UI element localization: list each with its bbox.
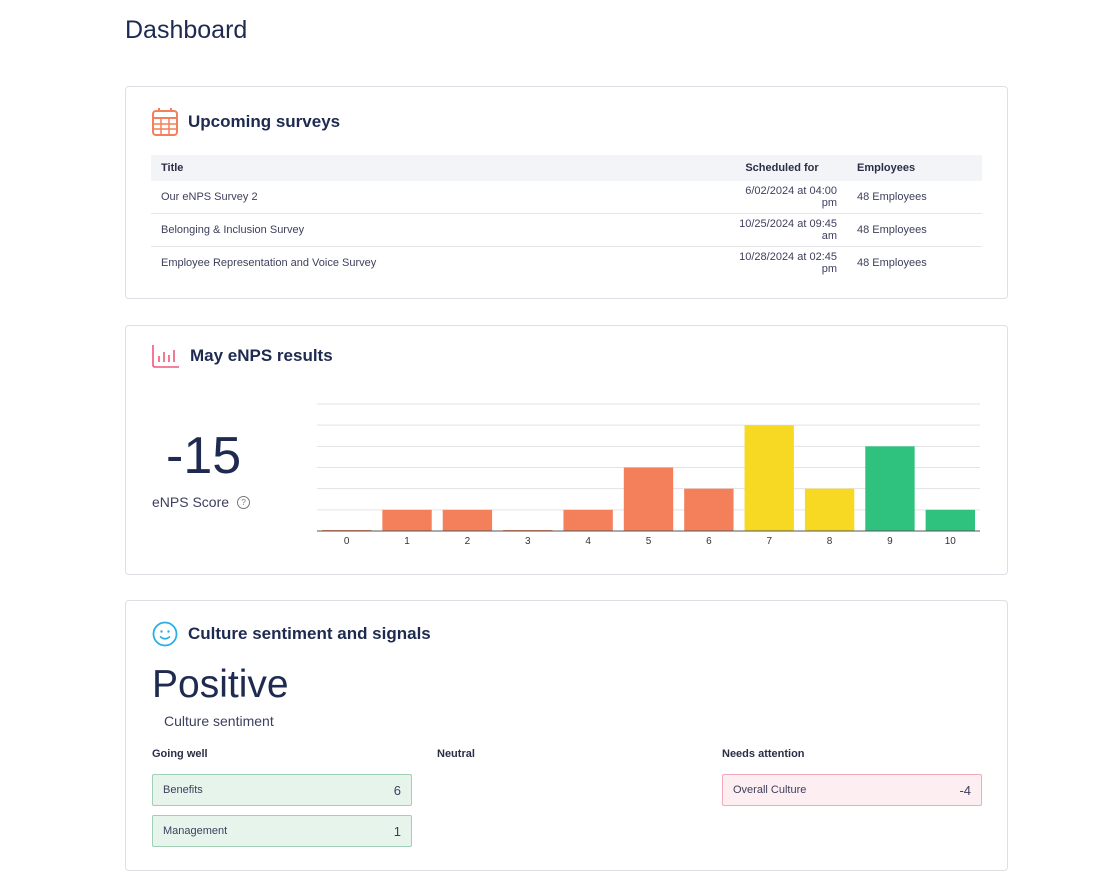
enps-score: -15 <box>166 427 242 485</box>
card-header: Upcoming surveys <box>152 107 340 137</box>
signal-item[interactable]: Benefits 6 <box>152 774 412 806</box>
column-header-scheduled: Scheduled for <box>717 155 847 181</box>
column-header-employees: Employees <box>847 155 982 181</box>
x-tick-label: 2 <box>465 536 471 547</box>
upcoming-surveys-card: Upcoming surveys Title Scheduled for Emp… <box>125 86 1008 299</box>
going-well-column: Going well Benefits 6 Management 1 <box>152 748 412 856</box>
enps-score-label: eNPS Score <box>152 494 230 510</box>
signal-count: 6 <box>393 782 401 798</box>
signal-item[interactable]: Overall Culture -4 <box>722 774 982 806</box>
bar-6 <box>684 488 734 531</box>
survey-title: Belonging & Inclusion Survey <box>151 213 717 247</box>
x-tick-label: 8 <box>827 536 833 547</box>
card-title: May eNPS results <box>190 346 333 365</box>
scheduled-for: 6/02/2024 at 04:00 pm <box>717 181 847 214</box>
x-tick-label: 9 <box>887 536 893 547</box>
bar-chart-icon <box>152 345 179 368</box>
enps-bar-chart: 0 1 2 3 4 5 6 7 8 9 10 <box>317 403 980 547</box>
card-header: Culture sentiment and signals <box>152 621 431 647</box>
employees: 48 Employees <box>847 181 982 214</box>
signal-count: 1 <box>393 823 401 839</box>
needs-attention-column: Needs attention Overall Culture -4 <box>722 748 982 815</box>
enps-results-card: May eNPS results -15 eNPS Score? 0 1 2 3 4 5 6… <box>125 325 1008 575</box>
scheduled-for: 10/28/2024 at 02:45 pm <box>739 251 837 275</box>
employees: 48 Employees <box>857 257 927 269</box>
scheduled-for: 10/25/2024 at 09:45 am <box>717 213 847 247</box>
neutral-column: Neutral <box>437 748 697 774</box>
column-header-title: Title <box>151 155 717 181</box>
bar-10 <box>925 509 975 531</box>
bar-7 <box>744 425 794 531</box>
bar-4 <box>563 509 613 531</box>
x-tick-label: 1 <box>404 536 410 547</box>
x-tick-label: 6 <box>706 536 712 547</box>
employees: 48 Employees <box>847 213 982 247</box>
signal-item[interactable]: Management 1 <box>152 815 412 847</box>
signal-name: Benefits <box>163 784 203 796</box>
x-tick-label: 4 <box>585 536 591 547</box>
signal-name: Management <box>163 825 228 837</box>
bar-8 <box>804 488 855 531</box>
culture-sentiment-value: Positive <box>152 663 289 706</box>
needs-attention-heading: Needs attention <box>722 748 805 760</box>
culture-card: Culture sentiment and signals Positive C… <box>125 600 1008 871</box>
table-row[interactable]: Employee Representation and Voice Survey… <box>151 247 982 280</box>
survey-title: Employee Representation and Voice Survey <box>161 257 377 269</box>
card-header: May eNPS results <box>152 344 333 368</box>
bar-1 <box>382 509 432 531</box>
card-title: Upcoming surveys <box>188 112 341 131</box>
smiley-icon <box>152 621 178 647</box>
help-icon[interactable]: ? <box>237 495 251 509</box>
bar-9 <box>865 446 915 531</box>
x-tick-label: 7 <box>766 536 772 547</box>
x-tick-label: 5 <box>646 536 652 547</box>
x-tick-label: 0 <box>344 536 350 547</box>
neutral-heading: Neutral <box>437 748 475 760</box>
bar-5 <box>623 467 674 531</box>
signal-count: -4 <box>959 782 971 798</box>
bar-2 <box>442 509 493 531</box>
survey-title: Our eNPS Survey 2 <box>151 181 717 214</box>
signal-name: Overall Culture <box>733 784 807 796</box>
x-tick-label: 3 <box>525 536 531 547</box>
page-title: Dashboard <box>125 16 248 44</box>
going-well-heading: Going well <box>152 748 208 760</box>
culture-sentiment-label: Culture sentiment <box>164 713 274 729</box>
table-row[interactable]: Our eNPS Survey 2 6/02/2024 at 04:00 pm 48… <box>151 181 982 214</box>
table-row[interactable]: Belonging & Inclusion Survey 10/25/2024 a… <box>151 213 982 247</box>
card-title: Culture sentiment and signals <box>188 624 431 643</box>
surveys-table: Title Scheduled for Employees Our eNPS S… <box>151 155 982 279</box>
x-tick-label: 10 <box>945 536 957 547</box>
calendar-icon <box>152 108 178 136</box>
